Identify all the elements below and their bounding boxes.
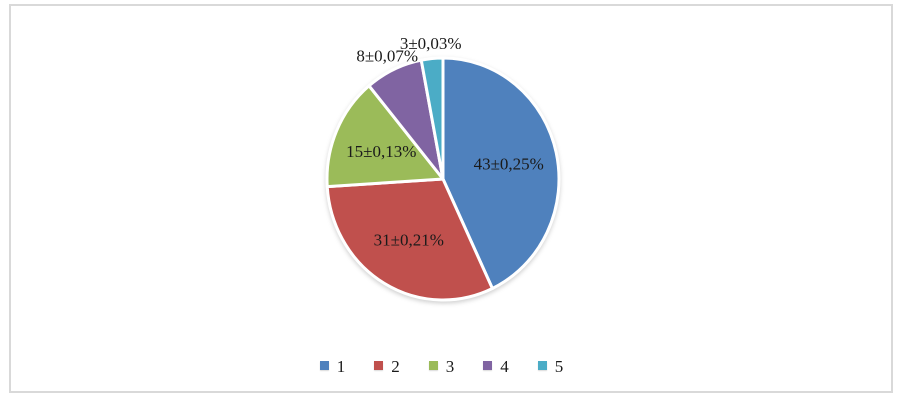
legend-label-5: 5 — [554, 357, 564, 376]
pie-slice-5 — [419, 56, 445, 181]
chart-legend: 1 2 3 4 5 — [0, 358, 895, 375]
legend-item-5: 5 — [537, 357, 564, 376]
pie-slice-label-2: 31±0,21% — [374, 230, 444, 249]
pie-slices — [325, 56, 561, 302]
pie-slice-1 — [441, 56, 561, 290]
legend-item-3: 3 — [428, 357, 455, 376]
legend-item-4: 4 — [483, 358, 509, 375]
pie-labels: 43±0,25% 31±0,21% 15±0,13% 8±0,07%3±0,03% — [346, 34, 544, 249]
legend-label-3: 3 — [445, 357, 455, 376]
legend-label-2: 2 — [391, 357, 400, 376]
pie-slice-3 — [325, 84, 445, 189]
pie-slice-2 — [325, 177, 494, 302]
pie-slice-label-5: 3±0,03% — [400, 34, 462, 53]
legend-swatch-4 — [483, 360, 493, 370]
pie-slice-label-4: 8±0,07% — [356, 46, 418, 65]
legend-label-1: 1 — [336, 357, 346, 376]
legend-label-4: 4 — [500, 357, 509, 376]
pie-slice-label-1: 43±0,25% — [474, 155, 544, 174]
pie-slice-label-3: 15±0,13% — [346, 142, 416, 161]
legend-swatch-3 — [428, 360, 438, 370]
legend-item-2: 2 — [374, 358, 400, 375]
legend-swatch-2 — [374, 360, 384, 370]
legend-swatch-1 — [319, 360, 329, 370]
legend-item-1: 1 — [319, 357, 346, 376]
legend-swatch-5 — [537, 360, 547, 370]
